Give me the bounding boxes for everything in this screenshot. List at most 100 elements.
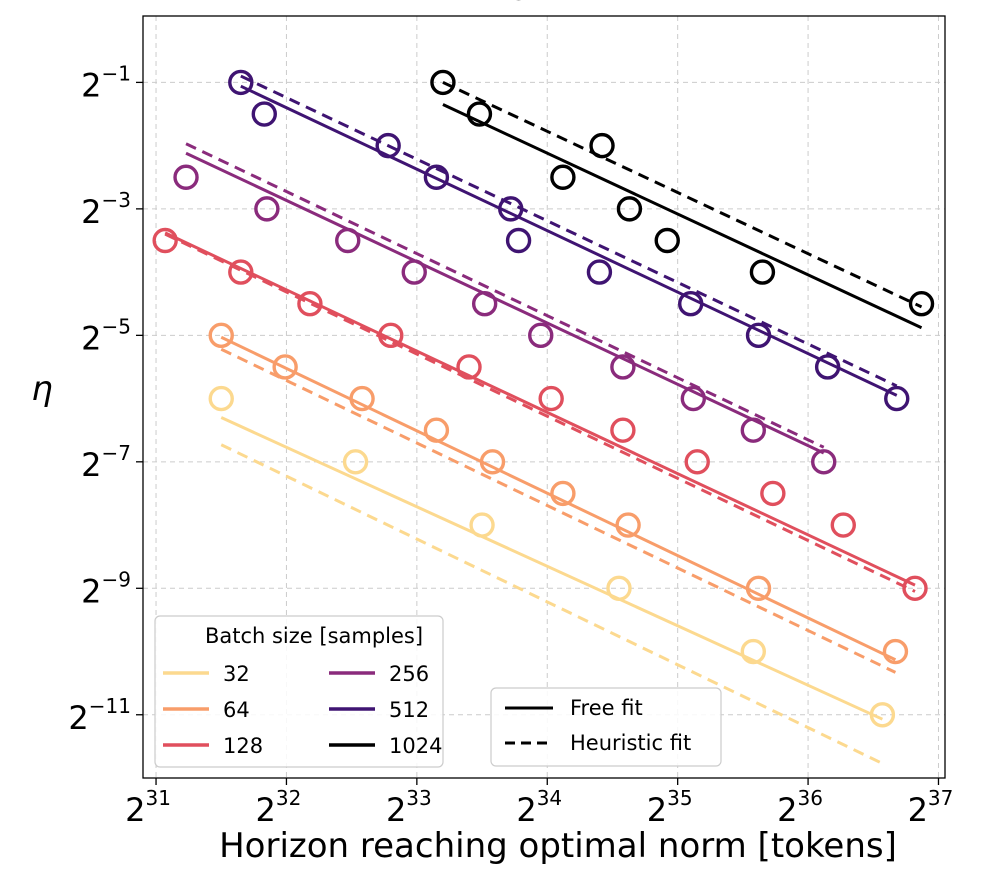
series-32-point — [342, 449, 369, 475]
series-1024-free-fit-line — [442, 103, 923, 330]
series-128-point — [684, 449, 710, 475]
series-32-point — [469, 512, 495, 538]
series-512-point — [884, 385, 910, 412]
series-256-point — [254, 196, 280, 222]
series-512-point — [375, 132, 401, 159]
series-32-point — [740, 638, 767, 665]
series-128-point — [378, 322, 404, 349]
series-512-point — [678, 291, 704, 317]
series-32-heuristic-fit-line — [220, 443, 884, 765]
x-axis-label: Horizon reaching optimal norm [tokens] — [219, 826, 897, 866]
series-256-free-fit-line — [185, 151, 825, 455]
legend-label-1024: 1024 — [389, 734, 442, 758]
x-tick-exponent: 37 — [928, 786, 953, 810]
x-tick-label: 234 — [516, 786, 562, 829]
x-tick-exponent: 31 — [145, 786, 170, 810]
series-64-point — [615, 512, 641, 538]
series-64-point — [423, 417, 450, 443]
series-64-point — [745, 575, 772, 601]
series-256-heuristic-fit-line — [185, 142, 825, 449]
series-512-point — [423, 164, 450, 190]
series-256-point — [335, 227, 361, 254]
series-256-point — [528, 322, 554, 349]
series-32-free-fit-line — [220, 416, 884, 721]
series-64-point — [550, 480, 576, 507]
series-32-point — [208, 385, 234, 412]
series-512-point — [814, 354, 841, 380]
series-512-point — [228, 69, 254, 96]
x-tick-exponent: 35 — [667, 786, 692, 810]
series-1024-point — [616, 196, 643, 222]
series-64-point — [272, 354, 298, 380]
plot-frame — [142, 15, 946, 779]
legend-label-32: 32 — [223, 662, 250, 686]
y-axis-label: η — [31, 369, 53, 409]
legend-heuristic-fit-label: Heuristic fit — [570, 731, 691, 755]
legend-free-fit-label: Free fit — [570, 696, 643, 720]
legend-batch-title: Batch size [samples] — [205, 624, 423, 648]
legend-label-128: 128 — [223, 734, 263, 758]
series-32-point — [606, 575, 632, 601]
y-tick-exponent: −9 — [102, 567, 131, 591]
series-1024-point — [550, 164, 576, 190]
legend-label-512: 512 — [389, 698, 429, 722]
series-1024-point — [430, 69, 456, 96]
y-tick-exponent: −7 — [102, 441, 131, 465]
series-128-point — [456, 354, 482, 380]
series-32-point — [869, 702, 896, 728]
series-1024-point — [589, 132, 615, 159]
series-512-heuristic-fit-line — [240, 74, 898, 388]
series-64-point — [882, 638, 909, 665]
series-128-point — [152, 227, 178, 254]
series-64-point — [208, 322, 234, 349]
data-markers — [152, 0, 935, 728]
x-tick-exponent: 34 — [537, 786, 562, 810]
series-1024-point — [908, 291, 935, 317]
x-tick-exponent: 33 — [406, 786, 431, 810]
x-tick-exponent: 36 — [798, 786, 823, 810]
series-256-point — [471, 291, 498, 317]
series-1024-point — [654, 227, 680, 254]
series-512-point — [586, 259, 613, 285]
legend-fit-type: Free fit Heuristic fit — [490, 687, 722, 767]
y-tick-exponent: −1 — [102, 61, 131, 85]
series-1024-point — [466, 101, 493, 127]
y-tick-exponent: −5 — [102, 314, 131, 338]
legend-batch-items: 32 64 128 256 512 1024 — [163, 662, 442, 758]
series-256-point — [401, 259, 427, 285]
series-512-free-fit-line — [240, 84, 898, 397]
series-128-point — [760, 480, 786, 507]
series-128-point — [538, 385, 564, 412]
y-tick-exponent: −11 — [89, 694, 131, 718]
series-1024-point — [749, 259, 776, 285]
series-64-point — [349, 385, 375, 412]
series-512-point — [498, 196, 524, 222]
fit-lines — [164, 74, 923, 765]
series-128-point — [297, 291, 323, 317]
y-tick-exponent: −3 — [102, 188, 131, 212]
series-256-point — [680, 385, 707, 412]
series-1024-heuristic-fit-line — [442, 81, 923, 309]
x-tick-exponent: 32 — [276, 786, 301, 810]
x-tick-label: 232 — [256, 786, 302, 829]
legend-batch-size: Batch size [samples] 32 64 128 256 512 1024 — [154, 615, 444, 768]
series-128-point — [902, 575, 928, 601]
series-512-point — [745, 322, 772, 349]
series-128-heuristic-fit-line — [164, 232, 916, 593]
legend-batch-box — [154, 615, 444, 768]
series-256-point — [610, 354, 636, 380]
series-256-point — [173, 164, 199, 190]
series-512-point — [251, 101, 277, 127]
x-tick-label: 235 — [647, 786, 693, 829]
legend-label-256: 256 — [389, 662, 429, 686]
legend-label-64: 64 — [223, 698, 250, 722]
series-256-point — [740, 417, 767, 443]
series-128-point — [228, 259, 254, 285]
series-64-point — [479, 449, 506, 475]
series-256-point — [811, 449, 837, 475]
series-128-point — [610, 417, 636, 443]
x-tick-label: 231 — [125, 786, 171, 829]
series-128-point — [830, 512, 856, 538]
series-128-free-fit-line — [164, 231, 916, 587]
